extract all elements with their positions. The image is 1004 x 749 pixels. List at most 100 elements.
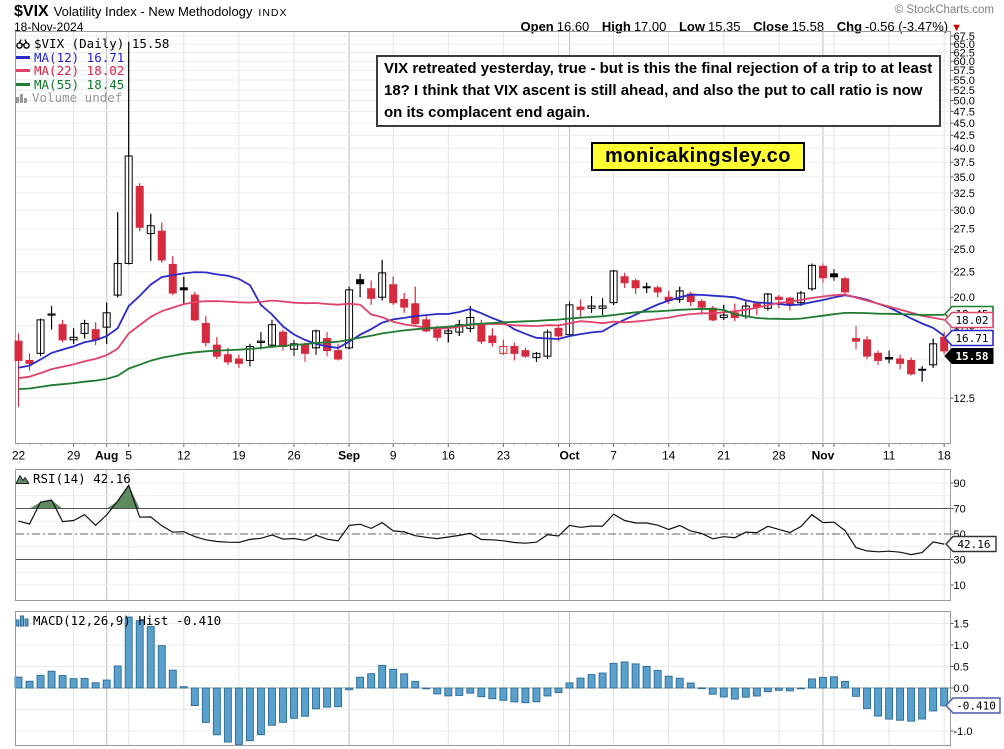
- svg-text:16.71: 16.71: [955, 332, 988, 345]
- rsi-overbought-fill: [18, 485, 945, 509]
- price-tags: 18.45 18.02 16.71 15.58 42.16 -0.410: [943, 305, 1001, 714]
- ma12-legend-label: MA(12) 16.71: [34, 49, 125, 65]
- svg-text:12: 12: [177, 449, 191, 463]
- svg-text:28: 28: [772, 449, 786, 463]
- ma22-line-swatch: [16, 69, 30, 73]
- last-price-tag: 15.58: [944, 348, 994, 364]
- overlay-MA(12): [18, 271, 945, 369]
- volume-bars-icon: [16, 93, 28, 103]
- close-label: Close: [753, 19, 789, 34]
- svg-text:1.5: 1.5: [954, 619, 969, 631]
- main-chart-legend: $VIX (Daily) 15.58 MA(12) 16.71 MA(22) 1…: [16, 37, 169, 105]
- svg-text:90: 90: [954, 478, 966, 490]
- svg-text:14: 14: [662, 449, 676, 463]
- svg-text:5: 5: [125, 449, 132, 463]
- svg-text:22: 22: [12, 449, 26, 463]
- close-value: 15.58: [791, 19, 825, 34]
- volume-legend-label: Volume undef: [32, 90, 123, 105]
- svg-text:45.0: 45.0: [954, 118, 975, 130]
- svg-text:47.5: 47.5: [954, 106, 975, 118]
- svg-text:23: 23: [497, 449, 511, 463]
- svg-text:Aug: Aug: [95, 449, 118, 463]
- annotation-box: VIX retreated yesterday, true - but is t…: [376, 55, 941, 127]
- chg-value: -0.56 (-3.47%): [865, 19, 949, 34]
- svg-text:19: 19: [232, 449, 246, 463]
- svg-text:40.0: 40.0: [954, 143, 975, 155]
- open-label: Open: [520, 19, 554, 34]
- high-label: High: [601, 19, 631, 34]
- overlay-MA(55): [18, 307, 945, 390]
- svg-text:0.5: 0.5: [954, 662, 969, 674]
- ma22-legend-row: MA(22) 18.02: [16, 64, 169, 78]
- svg-text:-0.410: -0.410: [956, 700, 996, 713]
- open-value: 16.60: [556, 19, 590, 34]
- high-value: 17.00: [633, 19, 667, 34]
- ma55-line-swatch: [16, 82, 30, 86]
- svg-text:55.0: 55.0: [954, 75, 975, 87]
- macd-legend-label: MACD(12,26,9) Hist -0.410: [33, 613, 222, 628]
- svg-text:10: 10: [954, 580, 966, 592]
- svg-text:-1.0: -1.0: [954, 726, 973, 738]
- change-down-triangle-icon: ▼: [951, 22, 962, 34]
- volume-legend-row: Volume undef: [16, 91, 169, 105]
- rsi-legend-label: RSI(14) 42.16: [33, 471, 131, 486]
- svg-text:1.0: 1.0: [954, 640, 969, 652]
- chart-header: $VIX Volatility Index - New Methodology IN…: [14, 3, 288, 21]
- exchange-label: INDX: [258, 7, 288, 19]
- svg-text:Sep: Sep: [338, 449, 360, 463]
- svg-text:65.0: 65.0: [954, 39, 975, 51]
- copyright-label: © StockCharts.com: [894, 4, 994, 16]
- svg-text:15.58: 15.58: [955, 350, 988, 363]
- svg-text:35.0: 35.0: [954, 172, 975, 184]
- svg-text:22.5: 22.5: [954, 267, 975, 279]
- binoculars-icon: [16, 38, 30, 50]
- symbol-legend-row: $VIX (Daily) 15.58: [16, 37, 169, 51]
- svg-text:29: 29: [67, 449, 81, 463]
- svg-text:11: 11: [883, 449, 896, 463]
- svg-text:30: 30: [954, 555, 966, 567]
- svg-text:27.5: 27.5: [954, 224, 975, 236]
- rsi-legend: RSI(14) 42.16: [15, 471, 131, 486]
- svg-text:12.5: 12.5: [954, 393, 975, 405]
- page-title: Volatility Index - New Methodology: [53, 4, 253, 19]
- svg-text:Oct: Oct: [559, 449, 579, 463]
- svg-text:32.5: 32.5: [954, 188, 975, 200]
- rsi-line: [18, 483, 945, 556]
- symbol-legend-label: $VIX (Daily) 15.58: [34, 36, 170, 51]
- svg-text:18.02: 18.02: [955, 314, 988, 327]
- macd-hist-icon: [15, 615, 29, 627]
- svg-text:18: 18: [938, 449, 952, 463]
- svg-text:57.5: 57.5: [954, 65, 975, 77]
- ma12-line-swatch: [16, 55, 30, 59]
- ma22-legend-label: MA(22) 18.02: [34, 63, 125, 78]
- svg-text:9: 9: [390, 449, 397, 463]
- rsi-value-tag: 42.16: [945, 535, 997, 553]
- symbol-label: $VIX: [14, 3, 49, 20]
- svg-text:70: 70: [954, 504, 966, 516]
- svg-text:7: 7: [610, 449, 617, 463]
- svg-text:37.5: 37.5: [954, 157, 975, 169]
- watermark-box: monicakingsley.co: [591, 142, 805, 171]
- svg-text:26: 26: [287, 449, 301, 463]
- svg-text:20.0: 20.0: [954, 292, 975, 304]
- svg-text:30.0: 30.0: [954, 205, 975, 217]
- chart-render-layer: 12.515.017.520.022.525.027.530.032.535.0…: [12, 31, 975, 746]
- svg-text:16: 16: [442, 449, 456, 463]
- chg-label: Chg: [836, 19, 863, 34]
- ma12-legend-row: MA(12) 16.71: [16, 49, 169, 65]
- macd-histogram: [14, 616, 949, 745]
- ma22-price-tag: 18.02: [943, 311, 994, 329]
- ma55-legend-label: MA(55) 18.45: [34, 76, 125, 92]
- ohlc-quote-row: Open 16.60 High 17.00 Low 15.35 Close 15.58 …: [521, 19, 962, 34]
- macd-value-tag: -0.410: [945, 697, 1001, 714]
- svg-text:62.5: 62.5: [954, 47, 975, 59]
- ma55-legend-row: MA(55) 18.45: [16, 76, 169, 92]
- svg-text:50.0: 50.0: [954, 95, 975, 107]
- low-label: Low: [678, 19, 705, 34]
- macd-legend: MACD(12,26,9) Hist -0.410: [15, 613, 222, 628]
- svg-text:42.5: 42.5: [954, 130, 975, 142]
- rsi-area-icon: [15, 473, 30, 484]
- ma12-price-tag: 16.71: [943, 329, 994, 347]
- svg-text:0.0: 0.0: [954, 683, 969, 695]
